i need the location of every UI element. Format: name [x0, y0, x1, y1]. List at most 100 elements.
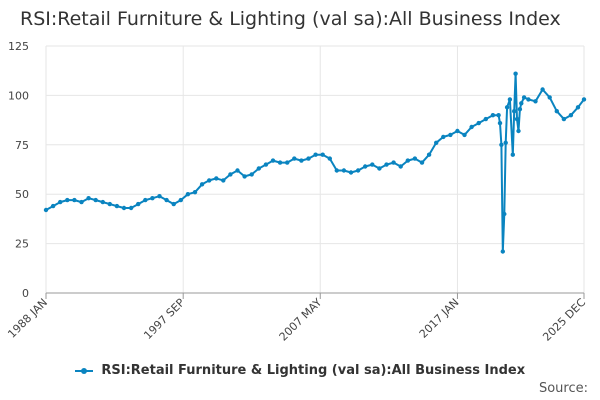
data-point[interactable] [514, 116, 520, 122]
data-point[interactable] [192, 190, 198, 195]
data-point[interactable] [228, 172, 233, 177]
data-point[interactable] [171, 201, 176, 207]
data-point[interactable] [341, 168, 347, 173]
data-point[interactable] [426, 152, 432, 157]
data-point[interactable] [348, 170, 354, 175]
series [43, 71, 587, 254]
legend-label: RSI:Retail Furniture & Lighting (val sa)… [101, 363, 526, 378]
data-point[interactable] [513, 71, 518, 76]
data-point[interactable] [476, 120, 481, 126]
data-point[interactable] [327, 156, 332, 161]
legend-swatch [74, 367, 93, 374]
data-point[interactable] [100, 199, 106, 205]
data-point[interactable] [496, 113, 501, 118]
data-point[interactable] [434, 140, 439, 145]
data-point[interactable] [502, 211, 507, 217]
data-point[interactable] [313, 152, 318, 157]
data-point[interactable] [114, 203, 120, 209]
data-point[interactable] [58, 199, 63, 205]
data-point[interactable] [521, 95, 527, 100]
data-point[interactable] [43, 207, 49, 213]
data-point[interactable] [263, 162, 269, 167]
data-point[interactable] [334, 168, 339, 173]
data-point[interactable] [377, 166, 382, 171]
data-point[interactable] [391, 160, 396, 165]
data-point[interactable] [510, 152, 515, 157]
data-point[interactable] [270, 158, 276, 163]
data-point[interactable] [419, 160, 425, 165]
data-point[interactable] [235, 168, 240, 173]
data-point[interactable] [503, 140, 508, 145]
data-point[interactable] [462, 132, 467, 138]
legend[interactable]: RSI:Retail Furniture & Lighting (val sa)… [0, 363, 600, 378]
data-point[interactable] [500, 249, 505, 254]
data-point[interactable] [581, 97, 587, 102]
data-point[interactable] [121, 205, 127, 211]
data-point[interactable] [561, 116, 567, 122]
data-point[interactable] [469, 124, 474, 130]
data-point[interactable] [441, 134, 446, 140]
data-point[interactable] [207, 178, 212, 183]
data-point[interactable] [221, 178, 226, 183]
data-point[interactable] [448, 132, 453, 138]
data-point[interactable] [306, 156, 311, 161]
data-point[interactable] [490, 113, 496, 118]
data-point[interactable] [292, 156, 297, 161]
data-point[interactable] [405, 158, 410, 163]
data-point[interactable] [285, 160, 290, 165]
data-point[interactable] [157, 194, 162, 199]
data-point[interactable] [65, 197, 70, 203]
data-point[interactable] [249, 172, 254, 177]
y-tick-label: 125 [8, 40, 29, 53]
data-point[interactable] [242, 174, 247, 179]
data-point[interactable] [79, 199, 84, 205]
data-point[interactable] [185, 192, 191, 197]
data-point[interactable] [256, 166, 261, 171]
data-point[interactable] [455, 128, 460, 134]
data-point[interactable] [93, 197, 98, 203]
data-point[interactable] [504, 105, 510, 110]
data-point[interactable] [277, 160, 283, 165]
x-tick-label: 1997 SEP [141, 296, 187, 342]
data-point[interactable] [519, 101, 524, 106]
data-point[interactable] [507, 97, 513, 102]
data-point[interactable] [517, 107, 523, 112]
data-point[interactable] [355, 168, 361, 173]
data-point[interactable] [547, 95, 552, 100]
data-point[interactable] [370, 162, 375, 167]
data-point[interactable] [554, 109, 559, 114]
data-point[interactable] [384, 162, 389, 167]
x-tick-label: 2017 JAN [417, 296, 462, 341]
data-point[interactable] [72, 197, 77, 203]
data-point[interactable] [178, 197, 183, 203]
data-point[interactable] [568, 113, 574, 118]
data-point[interactable] [199, 182, 205, 187]
data-point[interactable] [483, 116, 488, 122]
x-tick-label: 2025 DEC [540, 296, 588, 344]
data-point[interactable] [499, 142, 504, 147]
data-point[interactable] [516, 128, 521, 134]
data-point[interactable] [497, 120, 503, 126]
y-tick-label: 0 [22, 287, 29, 300]
data-point[interactable] [128, 205, 134, 211]
data-point[interactable] [50, 203, 56, 209]
data-point[interactable] [320, 152, 325, 157]
data-point[interactable] [150, 196, 155, 201]
data-point[interactable] [214, 176, 219, 181]
data-point[interactable] [575, 105, 581, 110]
data-point[interactable] [540, 87, 545, 92]
data-point[interactable] [86, 196, 91, 201]
data-point[interactable] [412, 156, 418, 161]
data-point[interactable] [107, 201, 113, 207]
data-point[interactable] [398, 164, 403, 169]
y-tick-label: 50 [15, 188, 29, 201]
data-point[interactable] [533, 99, 538, 104]
data-point[interactable] [164, 197, 169, 203]
data-point[interactable] [136, 201, 141, 207]
data-point[interactable] [363, 164, 368, 169]
data-point[interactable] [512, 109, 517, 114]
data-point[interactable] [143, 197, 148, 203]
data-point[interactable] [299, 158, 304, 163]
data-point[interactable] [526, 97, 531, 102]
